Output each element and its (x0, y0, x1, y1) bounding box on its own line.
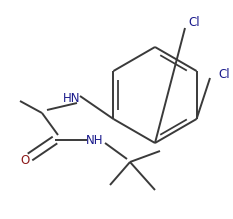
Text: Cl: Cl (188, 16, 200, 28)
Text: NH: NH (86, 134, 104, 147)
Text: O: O (20, 154, 30, 166)
Text: HN: HN (63, 92, 81, 104)
Text: Cl: Cl (218, 69, 230, 81)
